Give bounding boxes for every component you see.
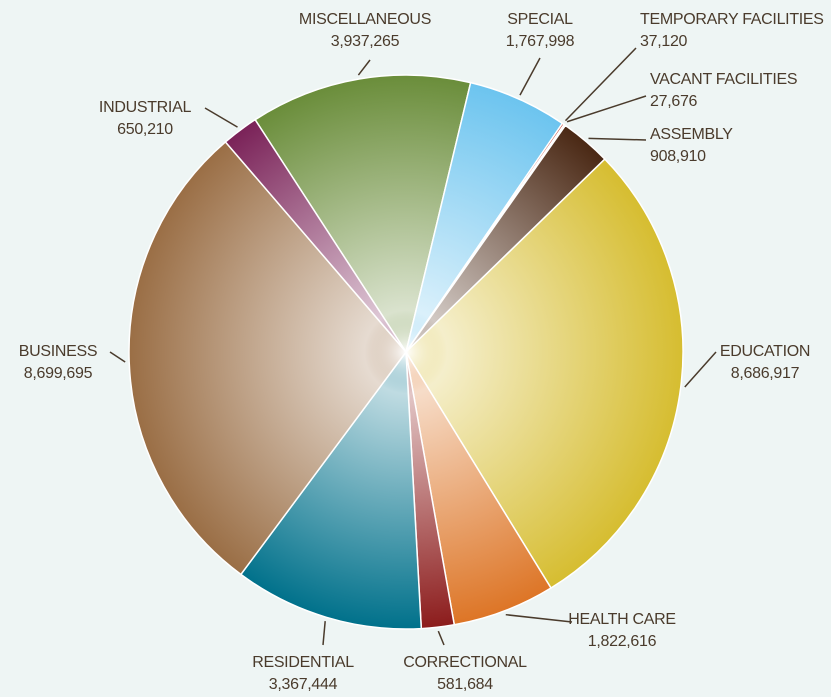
slice-value-label: 1,767,998: [506, 33, 575, 50]
slice-label: RESIDENTIAL: [252, 654, 354, 671]
pie-slice: [128, 140, 407, 576]
slice-value-label: 37,120: [640, 33, 688, 50]
leader-line: [564, 47, 637, 122]
slice-label: BUSINESS: [19, 343, 98, 360]
leader-line: [588, 137, 647, 141]
slice-label: HEALTH CARE: [568, 611, 676, 628]
slice-value-label: 908,910: [650, 148, 706, 165]
slice-label: MISCELLANEOUS: [299, 11, 431, 28]
slice-label: TEMPORARY FACILITIES: [640, 11, 824, 28]
slice-value-label: 650,210: [117, 121, 173, 138]
leader-line: [505, 613, 573, 623]
pie-slice: [239, 349, 423, 630]
leader-line: [437, 630, 445, 646]
slice-value-label: 581,684: [437, 676, 493, 693]
slice-label: INDUSTRIAL: [99, 99, 192, 116]
leader-line: [357, 59, 371, 76]
leader-line: [204, 107, 238, 128]
slice-value-label: 8,686,917: [731, 365, 800, 382]
pie-slice: [224, 118, 407, 353]
slice-value-label: 3,367,444: [269, 676, 338, 693]
slice-value-label: 3,937,265: [331, 33, 400, 50]
slice-label: ASSEMBLY: [650, 126, 733, 143]
pie-slice: [254, 74, 472, 354]
leader-line: [566, 95, 647, 123]
slice-label: EDUCATION: [720, 343, 810, 360]
leader-line: [109, 351, 126, 363]
slice-label: CORRECTIONAL: [403, 654, 527, 671]
slice-value-label: 1,822,616: [588, 633, 657, 650]
slice-label: VACANT FACILITIES: [650, 71, 797, 88]
leader-line: [519, 57, 541, 96]
leader-line: [322, 621, 326, 646]
pie-slice: [405, 158, 684, 590]
slice-value-label: 8,699,695: [24, 365, 93, 382]
leader-line: [684, 351, 717, 388]
slice-value-label: 27,676: [650, 93, 698, 110]
slice-label: SPECIAL: [507, 11, 573, 28]
